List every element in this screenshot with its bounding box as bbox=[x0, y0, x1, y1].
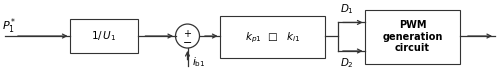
Bar bbox=[365, 10, 460, 64]
Text: $1/\,U_1$: $1/\,U_1$ bbox=[91, 29, 116, 43]
Text: $P_1^*$: $P_1^*$ bbox=[2, 16, 17, 36]
Text: $-$: $-$ bbox=[182, 36, 192, 46]
Text: $D_1$: $D_1$ bbox=[340, 2, 354, 16]
Text: $k_{p1}$  □   $k_{i1}$: $k_{p1}$ □ $k_{i1}$ bbox=[244, 30, 300, 45]
Text: $i_{\mathrm{b1}}$: $i_{\mathrm{b1}}$ bbox=[192, 56, 206, 68]
Text: PWM
generation
circuit: PWM generation circuit bbox=[382, 20, 442, 53]
Text: $D_2$: $D_2$ bbox=[340, 56, 354, 68]
Text: $+$: $+$ bbox=[183, 28, 192, 39]
Bar bbox=[220, 16, 325, 58]
Bar bbox=[70, 19, 138, 53]
